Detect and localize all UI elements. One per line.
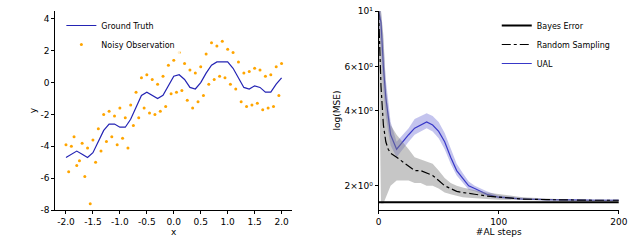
svg-text:-6: -6	[40, 173, 49, 183]
svg-text:-1.0: -1.0	[111, 217, 129, 227]
svg-text:UAL: UAL	[537, 60, 553, 69]
svg-text:#AL steps: #AL steps	[476, 227, 522, 237]
svg-text:2.0: 2.0	[274, 217, 289, 227]
svg-text:0: 0	[376, 217, 382, 227]
svg-text:log(MSE): log(MSE)	[332, 91, 342, 131]
svg-text:-4: -4	[40, 141, 49, 151]
svg-text:6×10⁰: 6×10⁰	[344, 62, 373, 72]
svg-text:2: 2	[44, 46, 50, 56]
svg-text:-2: -2	[40, 110, 49, 120]
svg-text:4: 4	[44, 14, 50, 24]
svg-text:10¹: 10¹	[358, 6, 373, 16]
svg-text:Ground Truth: Ground Truth	[101, 22, 153, 31]
svg-text:Random Sampling: Random Sampling	[537, 41, 610, 50]
svg-text:y: y	[28, 107, 38, 113]
svg-text:1.5: 1.5	[247, 217, 261, 227]
svg-text:x: x	[171, 227, 177, 237]
svg-text:2×10⁰: 2×10⁰	[344, 181, 373, 191]
svg-text:0.0: 0.0	[167, 217, 182, 227]
svg-text:0.5: 0.5	[194, 217, 208, 227]
svg-text:Noisy Observation: Noisy Observation	[101, 41, 174, 50]
svg-text:-2.0: -2.0	[57, 217, 75, 227]
svg-text:-1.5: -1.5	[84, 217, 102, 227]
svg-text:100: 100	[490, 217, 507, 227]
svg-text:1.0: 1.0	[221, 217, 236, 227]
svg-text:200: 200	[610, 217, 627, 227]
svg-text:Bayes Error: Bayes Error	[537, 22, 584, 31]
svg-text:0: 0	[44, 78, 50, 88]
svg-text:4×10⁰: 4×10⁰	[344, 106, 373, 116]
svg-text:-8: -8	[40, 205, 49, 215]
svg-text:-0.5: -0.5	[138, 217, 156, 227]
